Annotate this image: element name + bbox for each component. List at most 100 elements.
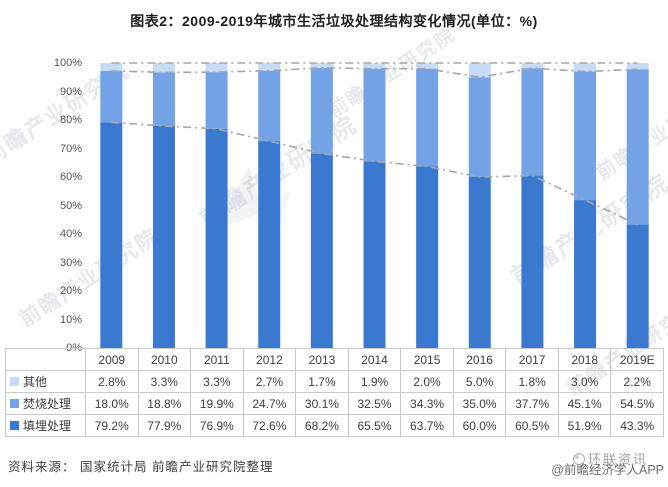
bar-segment-landfill-2016 xyxy=(468,177,491,348)
y-tick-label: 60% xyxy=(59,171,82,183)
table-value-cell: 43.3% xyxy=(611,415,664,437)
y-tick-label: 80% xyxy=(59,114,82,126)
table-value-cell: 24.7% xyxy=(243,393,297,415)
watermark-credit: 环联资讯 xyxy=(572,449,648,468)
table-value-cell: 19.9% xyxy=(191,393,244,415)
table-value-cell: 30.1% xyxy=(296,393,349,415)
legend-swatch-incineration xyxy=(10,399,19,408)
table-value-cell: 51.9% xyxy=(558,415,612,437)
table-value-cell: 2.0% xyxy=(401,371,454,393)
bar-segment-landfill-2010 xyxy=(152,125,175,348)
table-value-cell: 54.5% xyxy=(611,393,664,415)
table-value-cell: 76.9% xyxy=(191,415,244,437)
guide-line-landfill xyxy=(111,121,639,226)
table-year-header: 2013 xyxy=(296,349,349,371)
table-year-header: 2017 xyxy=(506,349,559,371)
table-value-cell: 32.5% xyxy=(348,393,402,415)
table-value-cell: 63.7% xyxy=(401,415,454,437)
table-value-cell: 60.0% xyxy=(453,415,507,437)
legend-cell-other: 其他 xyxy=(6,371,86,393)
bar-segment-incineration-2015 xyxy=(416,68,439,167)
y-tick-label: 100% xyxy=(53,57,82,69)
credit-area: 环联资讯 @前瞻经济学人APP xyxy=(551,452,664,478)
bar-segment-landfill-2009 xyxy=(100,122,123,348)
table-value-cell: 18.0% xyxy=(86,393,139,415)
y-tick-label: 30% xyxy=(59,256,82,269)
globe-icon xyxy=(572,452,585,465)
table-year-header: 2010 xyxy=(138,349,192,371)
table-value-cell: 3.0% xyxy=(558,371,612,393)
credit-label: @前瞻经济学人APP xyxy=(551,463,664,477)
table-value-cell: 1.8% xyxy=(506,371,559,393)
table-year-header: 2019E xyxy=(611,349,664,371)
bar-segment-other-2011 xyxy=(205,62,228,73)
table-value-cell: 68.2% xyxy=(296,415,349,437)
bar-segment-incineration-2011 xyxy=(205,72,228,129)
y-tick-label: 90% xyxy=(59,85,82,98)
bar-segment-other-2014 xyxy=(363,63,386,69)
legend-swatch-landfill xyxy=(10,421,19,430)
legend-swatch-other xyxy=(10,377,19,386)
y-tick-label: 50% xyxy=(59,199,82,212)
stacked-bar-chart xyxy=(100,62,649,349)
data-table: 2009 2010 2011 2012 2013 2014 2015 2016 2017 2018… xyxy=(5,348,664,437)
legend-label: 焚烧处理 xyxy=(23,397,72,411)
y-tick-label: 70% xyxy=(59,142,82,155)
table-value-cell: 5.0% xyxy=(453,371,507,393)
legend-label: 填埋处理 xyxy=(23,419,72,433)
bar-segment-landfill-2018 xyxy=(574,200,597,348)
bar-segment-landfill-2019E xyxy=(626,224,649,348)
legend-cell-landfill: 填埋处理 xyxy=(6,415,86,437)
table-value-cell: 65.5% xyxy=(348,415,402,437)
bar-segment-incineration-2012 xyxy=(258,70,281,142)
bar-segment-landfill-2011 xyxy=(205,128,228,348)
bar-segment-other-2015 xyxy=(416,63,439,69)
legend-label: 其他 xyxy=(23,375,48,389)
table-value-cell: 35.0% xyxy=(453,393,507,415)
bar-segment-incineration-2017 xyxy=(521,68,544,176)
table-value-cell: 2.7% xyxy=(243,371,297,393)
bar-segment-other-2012 xyxy=(258,63,281,71)
bar-segment-other-2017 xyxy=(521,63,544,69)
table-value-cell: 2.2% xyxy=(611,371,664,393)
bar-segment-other-2013 xyxy=(310,63,333,68)
bar-segment-other-2016 xyxy=(468,63,491,78)
table-year-header: 2011 xyxy=(191,349,244,371)
table-value-cell: 3.3% xyxy=(138,371,192,393)
y-tick-label: 20% xyxy=(59,285,82,297)
bar-segment-incineration-2009 xyxy=(100,70,123,123)
chart-title: 图表2：2009-2019年城市生活垃圾处理结构变化情况(单位：%) xyxy=(130,13,538,29)
table-year-header: 2009 xyxy=(86,349,139,371)
table-value-cell: 34.3% xyxy=(401,393,454,415)
bar-segment-incineration-2010 xyxy=(152,72,175,126)
bar-segment-other-2010 xyxy=(152,63,175,73)
bar-segment-other-2019E xyxy=(626,63,649,70)
table-year-header: 2014 xyxy=(348,349,402,371)
bar-segment-landfill-2012 xyxy=(258,141,281,348)
bar-segment-incineration-2014 xyxy=(363,68,386,162)
bar-segment-landfill-2015 xyxy=(416,166,439,348)
bar-segment-landfill-2014 xyxy=(363,161,386,349)
table-value-cell: 79.2% xyxy=(86,415,139,437)
bar-segment-incineration-2018 xyxy=(574,71,597,201)
bar-segment-other-2018 xyxy=(574,63,597,72)
table-value-cell: 18.8% xyxy=(138,393,192,415)
table-value-cell: 1.9% xyxy=(348,371,402,393)
source-note: 资料来源： 国家统计局 前瞻产业研究院整理 xyxy=(8,460,274,474)
table-year-header: 2016 xyxy=(453,349,507,371)
bar-segment-incineration-2019E xyxy=(626,69,649,225)
table-value-cell: 37.7% xyxy=(506,393,559,415)
table-value-cell: 1.7% xyxy=(296,371,349,393)
y-tick-label: 40% xyxy=(59,228,82,240)
y-tick-label: 10% xyxy=(59,313,82,326)
table-value-cell: 2.8% xyxy=(86,371,139,393)
table-year-header: 2015 xyxy=(401,349,454,371)
bar-segment-landfill-2017 xyxy=(521,175,544,349)
table-year-header: 2018 xyxy=(558,349,612,371)
watermark-credit-label: 环联资讯 xyxy=(587,452,648,467)
legend-cell-incineration: 焚烧处理 xyxy=(6,393,86,415)
table-value-cell: 3.3% xyxy=(191,371,244,393)
table-year-header: 2012 xyxy=(243,349,297,371)
bar-segment-landfill-2013 xyxy=(310,153,333,348)
